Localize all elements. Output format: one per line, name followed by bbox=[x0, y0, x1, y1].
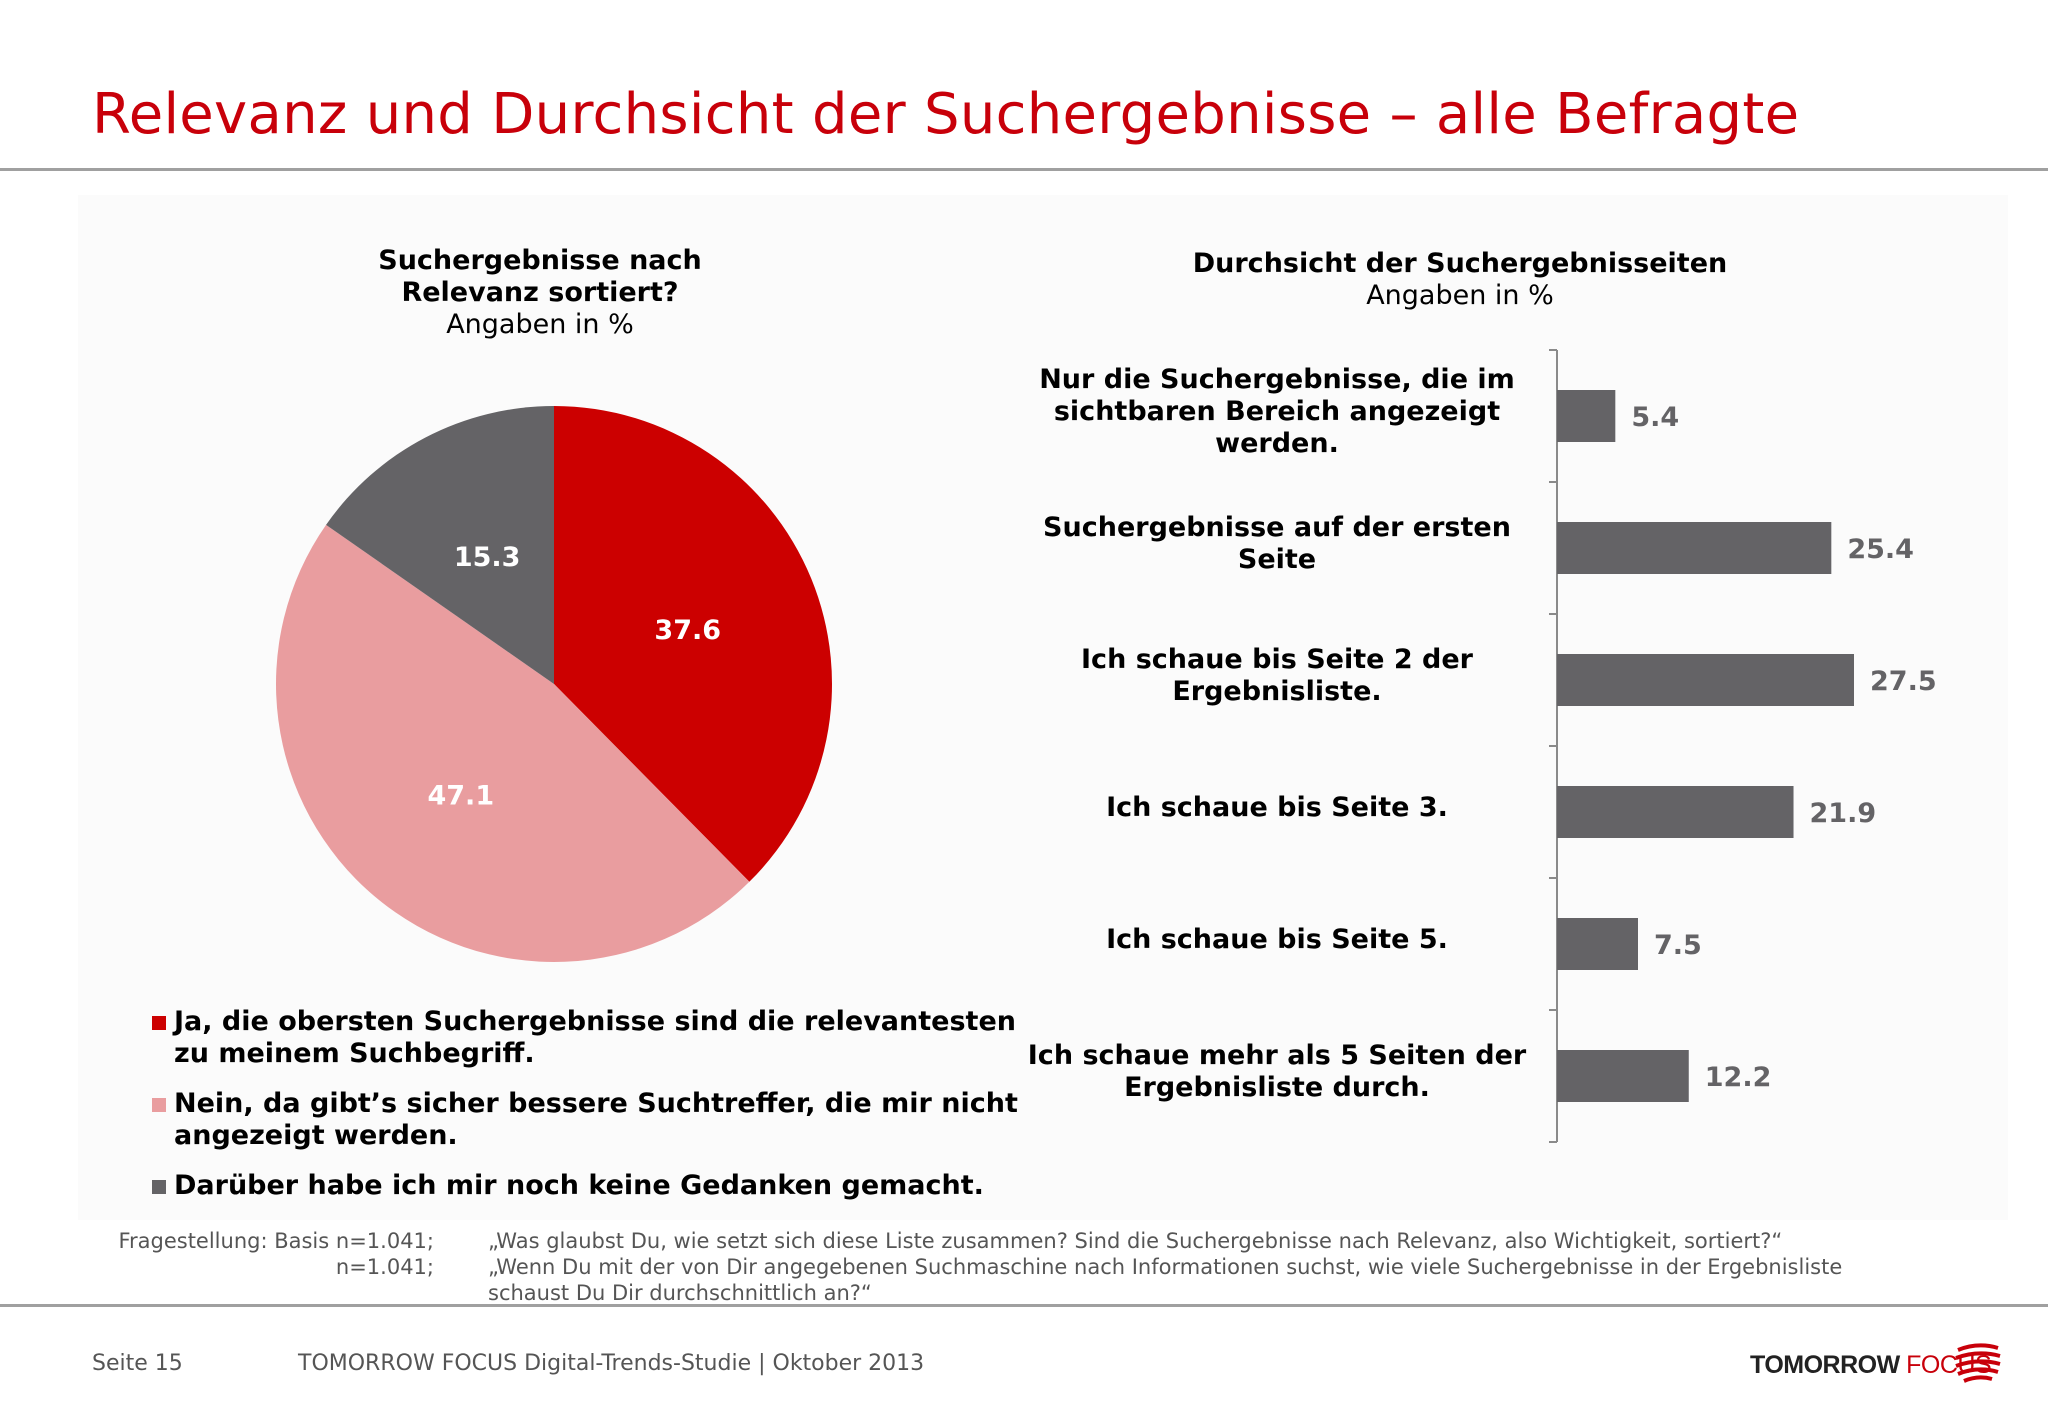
logo-swirl-icon bbox=[1955, 1343, 2001, 1383]
note-label-2: n=1.041; bbox=[335, 1255, 434, 1279]
bar-category-3-line-1: Ich schaue bis Seite 2 der bbox=[1081, 644, 1473, 675]
pie-subtitle: Angaben in % bbox=[446, 309, 634, 340]
bar-category-6-line-2: Ergebnisliste durch. bbox=[1124, 1072, 1430, 1103]
bar-value-label-6: 12.2 bbox=[1705, 1062, 1772, 1093]
legend-label-keine-gedanken: Darüber habe ich mir noch keine Gedanken… bbox=[174, 1170, 984, 1201]
bar-value-label-3: 27.5 bbox=[1870, 666, 1937, 697]
page-title: Relevanz und Durchsicht der Suchergebnis… bbox=[92, 82, 1800, 147]
pie-slice-nein bbox=[275, 524, 750, 963]
legend-item-ja: Ja, die obersten Suchergebnisse sind die… bbox=[152, 1006, 1032, 1070]
pie-label-nein: 47.1 bbox=[427, 781, 494, 812]
legend-label-ja-line-2: zu meinem Suchbegriff. bbox=[174, 1038, 535, 1069]
note-label-1: Fragestellung: Basis n=1.041; bbox=[118, 1229, 434, 1253]
legend-label-nein-line-1: Nein, da gibt’s sicher bessere Suchtreff… bbox=[174, 1088, 1018, 1119]
note-labels: Fragestellung: Basis n=1.041; n=1.041; bbox=[74, 1228, 434, 1280]
bar-category-4: Ich schaue bis Seite 3. bbox=[1017, 792, 1537, 824]
pie-legend: Ja, die obersten Suchergebnisse sind die… bbox=[152, 1006, 1032, 1220]
pie-title-line-1: Suchergebnisse nach bbox=[378, 245, 702, 276]
legend-swatch-keine-gedanken bbox=[152, 1180, 166, 1194]
pie-title-line-2: Relevanz sortiert? bbox=[401, 277, 679, 308]
pie-chart-title: Suchergebnisse nach Relevanz sortiert? A… bbox=[290, 245, 790, 341]
bar-category-3-line-2: Ergebnisliste. bbox=[1172, 676, 1382, 707]
bar-category-2-line-2: Seite bbox=[1237, 544, 1317, 575]
bar-subtitle: Angaben in % bbox=[1366, 280, 1554, 311]
bar-category-2: Suchergebnisse auf der ersten Seite bbox=[1017, 512, 1537, 576]
footer-study: TOMORROW FOCUS Digital-Trends-Studie | O… bbox=[298, 1351, 925, 1376]
bar-2 bbox=[1557, 522, 1832, 574]
note-text-1: „Was glaubst Du, wie setzt sich diese Li… bbox=[488, 1229, 1783, 1253]
bar-category-6-line-1: Ich schaue mehr als 5 Seiten der bbox=[1027, 1040, 1527, 1071]
note-texts: „Was glaubst Du, wie setzt sich diese Li… bbox=[488, 1228, 1888, 1306]
bar-3 bbox=[1557, 654, 1854, 706]
bar-chart: 5.4 25.4 27.5 21.9 7.5 12.2 bbox=[1549, 349, 1937, 1143]
bar-category-5-line-1: Ich schaue bis Seite 5. bbox=[1106, 924, 1448, 955]
pie-label-keine-gedanken: 15.3 bbox=[454, 542, 521, 573]
bar-chart-title: Durchsicht der Suchergebnisseiten Angabe… bbox=[1110, 248, 1810, 312]
logo-word-tomorrow: TOMORROW bbox=[1750, 1351, 1900, 1379]
bar-category-4-line-1: Ich schaue bis Seite 3. bbox=[1106, 792, 1448, 823]
legend-label-nein-line-2: angezeigt werden. bbox=[174, 1120, 458, 1151]
bar-1 bbox=[1557, 390, 1616, 442]
legend-swatch-ja bbox=[152, 1016, 166, 1030]
bar-6 bbox=[1557, 1050, 1689, 1102]
bar-category-1: Nur die Suchergebnisse, die im sichtbaren… bbox=[1017, 364, 1537, 460]
bar-category-6: Ich schaue mehr als 5 Seiten der Ergebnis… bbox=[1017, 1040, 1537, 1104]
bar-category-5: Ich schaue bis Seite 5. bbox=[1017, 924, 1537, 956]
footer-page-number: Seite 15 bbox=[92, 1351, 183, 1376]
legend-swatch-nein bbox=[152, 1098, 166, 1112]
footer-divider bbox=[0, 1304, 2048, 1307]
pie-slice-keine-gedanken bbox=[326, 406, 554, 684]
bar-category-1-line-3: werden. bbox=[1215, 428, 1339, 459]
bar-category-3: Ich schaue bis Seite 2 der Ergebnisliste. bbox=[1017, 644, 1537, 708]
bar-value-label-5: 7.5 bbox=[1654, 930, 1702, 961]
bar-value-label-1: 5.4 bbox=[1631, 402, 1679, 433]
title-divider bbox=[0, 168, 2048, 171]
pie-slice-ja bbox=[554, 406, 833, 882]
bar-category-2-line-1: Suchergebnisse auf der ersten bbox=[1043, 512, 1511, 543]
bar-4 bbox=[1557, 786, 1794, 838]
logo-word-focus: FOCUS bbox=[1906, 1351, 1992, 1379]
bar-category-1-line-2: sichtbaren Bereich angezeigt bbox=[1053, 396, 1501, 427]
bar-value-label-4: 21.9 bbox=[1810, 798, 1877, 829]
note-text-2: „Wenn Du mit der von Dir angegebenen Suc… bbox=[488, 1255, 1843, 1305]
tomorrow-focus-logo: TOMORROW FOCUS bbox=[1750, 1351, 1992, 1380]
bar-title: Durchsicht der Suchergebnisseiten bbox=[1192, 248, 1728, 279]
legend-item-nein: Nein, da gibt’s sicher bessere Suchtreff… bbox=[152, 1088, 1032, 1152]
pie-chart: 37.6 47.1 15.3 bbox=[275, 406, 833, 963]
legend-item-keine-gedanken: Darüber habe ich mir noch keine Gedanken… bbox=[152, 1170, 1032, 1202]
bar-category-1-line-1: Nur die Suchergebnisse, die im bbox=[1039, 364, 1515, 395]
legend-label-ja-line-1: Ja, die obersten Suchergebnisse sind die… bbox=[174, 1006, 1016, 1037]
pie-label-ja: 37.6 bbox=[654, 615, 721, 646]
bar-5 bbox=[1557, 918, 1638, 970]
bar-value-label-2: 25.4 bbox=[1847, 534, 1914, 565]
